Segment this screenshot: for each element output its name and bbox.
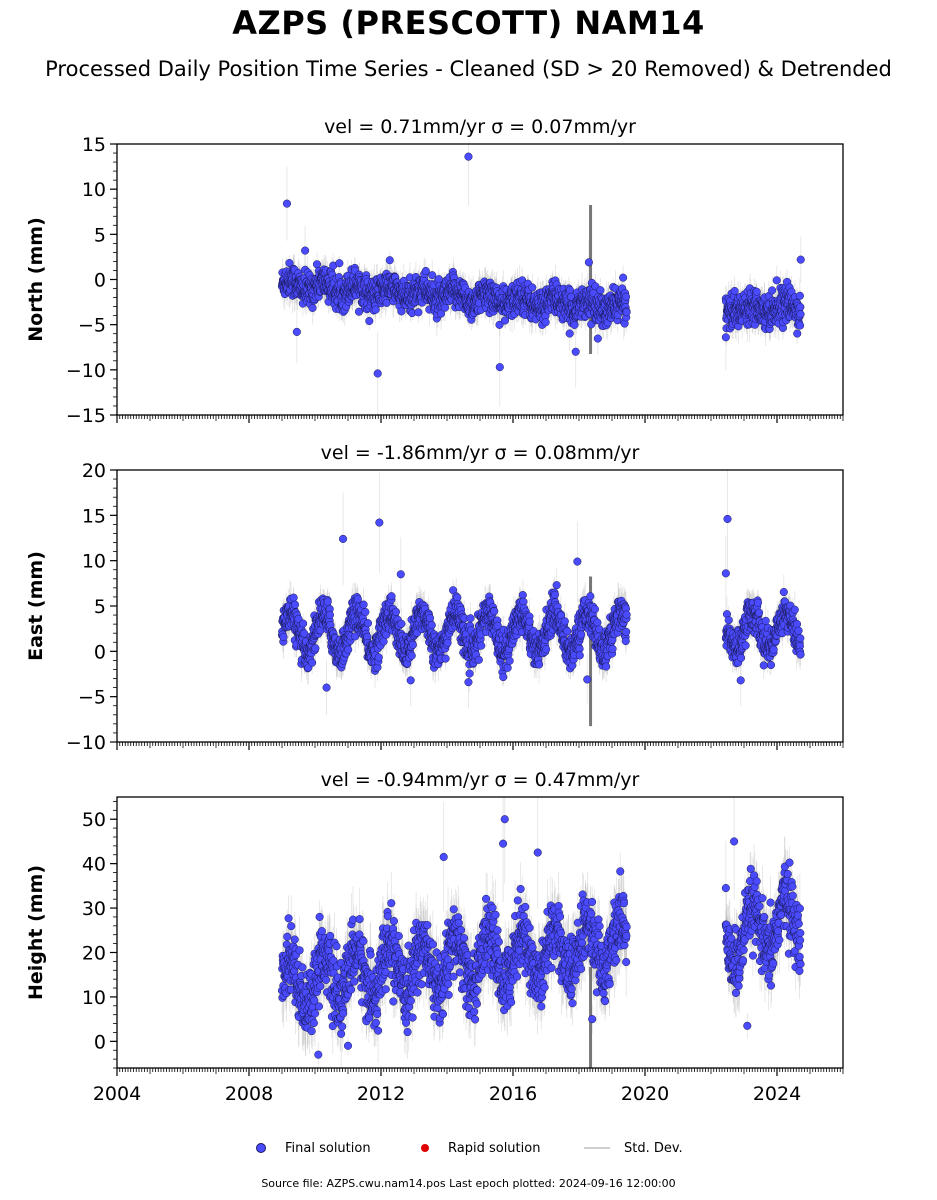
plot-area-east (277, 470, 805, 727)
y-tick-label: −5 (78, 315, 106, 337)
panel-title: vel = 0.71mm/yr σ = 0.07mm/yr (324, 116, 636, 138)
data-point (796, 302, 805, 312)
data-point (565, 285, 574, 295)
data-point (335, 259, 344, 268)
data-point (596, 286, 605, 295)
data-point (371, 305, 380, 314)
data-point (565, 329, 574, 338)
data-point (308, 303, 317, 312)
chart-subtitle: Processed Daily Position Time Series - C… (45, 57, 892, 81)
data-point (421, 266, 430, 276)
data-point (495, 320, 504, 329)
y-tick-label: −15 (66, 405, 106, 427)
data-point (373, 369, 382, 378)
data-point (385, 256, 394, 265)
data-point (571, 347, 580, 356)
data-point (464, 152, 473, 161)
plot-area-north (277, 144, 805, 415)
data-point (621, 292, 631, 301)
data-point (622, 308, 631, 317)
y-tick-label: 10 (82, 179, 106, 201)
data-point (354, 307, 364, 316)
data-point (292, 327, 301, 336)
y-tick-label: 5 (94, 224, 106, 246)
data-point (793, 329, 802, 338)
data-point (768, 286, 777, 295)
data-point (495, 363, 504, 372)
data-point (772, 276, 781, 285)
data-point (282, 199, 292, 208)
data-point (528, 283, 537, 292)
y-axis-label: North (mm) (25, 217, 47, 342)
data-point (796, 255, 805, 264)
y-tick-label: −10 (66, 360, 106, 382)
data-point (541, 318, 550, 327)
data-point (440, 303, 450, 312)
data-point (428, 271, 437, 280)
data-point (584, 258, 593, 267)
data-point (795, 291, 804, 300)
y-tick-label: 15 (82, 134, 106, 156)
data-point (796, 321, 805, 330)
data-point (593, 334, 602, 343)
chart-title: AZPS (PRESCOTT) NAM14 (232, 4, 705, 42)
data-point (301, 246, 310, 255)
data-point (312, 260, 322, 269)
data-point (500, 316, 510, 325)
data-point (414, 308, 423, 317)
data-point (285, 259, 294, 268)
data-point (796, 310, 805, 319)
data-point (397, 307, 406, 316)
y-tick-label: 0 (94, 270, 106, 292)
data-point (570, 320, 579, 329)
data-point (365, 316, 374, 326)
data-point (721, 333, 730, 342)
data-point (730, 286, 739, 296)
data-point (752, 287, 761, 296)
data-point (619, 273, 628, 282)
